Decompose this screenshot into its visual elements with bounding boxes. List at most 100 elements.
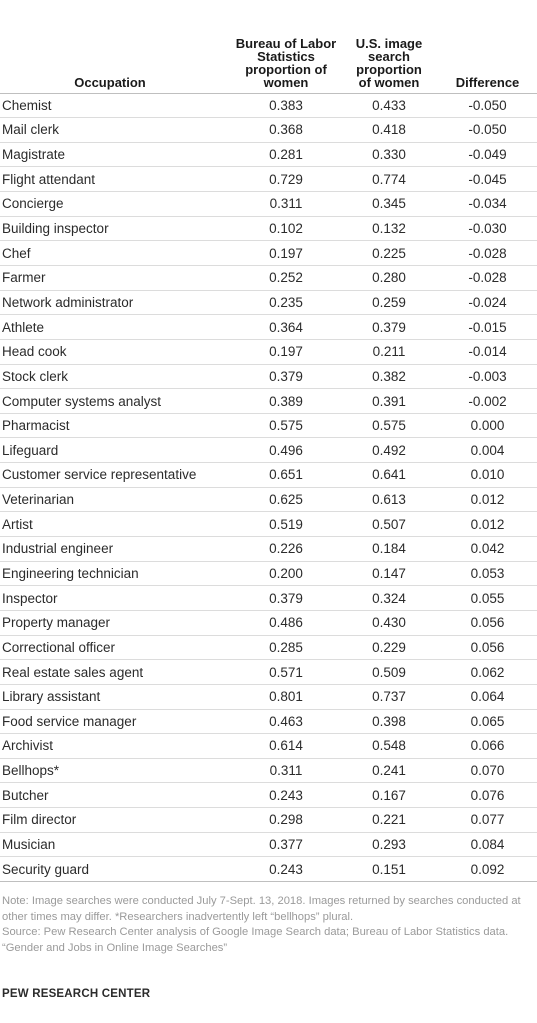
cell-image-value: 0.737	[340, 684, 438, 710]
cell-image-value: 0.324	[340, 585, 438, 611]
cell-image-value: 0.241	[340, 758, 438, 784]
cell-image-value: 0.548	[340, 733, 438, 759]
table-row: Correctional officer 0.285 0.229 0.056	[0, 635, 537, 661]
cell-bls-value: 0.575	[232, 413, 340, 439]
note-text: Note: Image searches were conducted July…	[2, 895, 521, 923]
cell-difference: 0.062	[438, 659, 537, 685]
header-image-line: U.S. image	[355, 35, 423, 51]
cell-image-value: 0.225	[340, 240, 438, 266]
cell-occupation: Computer systems analyst	[0, 388, 232, 414]
cell-difference: -0.014	[438, 339, 537, 365]
cell-difference: 0.012	[438, 487, 537, 513]
cell-bls-value: 0.311	[232, 758, 340, 784]
cell-difference: -0.049	[438, 142, 537, 168]
cell-difference: 0.055	[438, 585, 537, 611]
cell-difference: -0.028	[438, 265, 537, 291]
cell-image-value: 0.229	[340, 635, 438, 661]
cell-occupation: Library assistant	[0, 684, 232, 710]
table-row: Industrial engineer 0.226 0.184 0.042	[0, 536, 537, 562]
cell-bls-value: 0.281	[232, 142, 340, 168]
source-text: Source: Pew Research Center analysis of …	[2, 926, 509, 939]
cell-difference: -0.028	[438, 240, 537, 266]
table-row: Flight attendant 0.729 0.774 -0.045	[0, 166, 537, 193]
cell-bls-value: 0.383	[232, 93, 340, 119]
cell-bls-value: 0.379	[232, 585, 340, 611]
cell-bls-value: 0.243	[232, 782, 340, 809]
cell-occupation: Athlete	[0, 314, 232, 340]
cell-occupation: Network administrator	[0, 290, 232, 316]
table-row: Computer systems analyst 0.389 0.391 -0.002	[0, 388, 537, 414]
cell-occupation: Chemist	[0, 93, 232, 119]
cell-image-value: 0.774	[340, 166, 438, 193]
table-row: Artist 0.519 0.507 0.012	[0, 511, 537, 538]
cell-image-value: 0.151	[340, 856, 438, 882]
cell-image-value: 0.147	[340, 561, 438, 587]
cell-occupation: Stock clerk	[0, 364, 232, 390]
cell-occupation: Real estate sales agent	[0, 659, 232, 685]
table-row: Network administrator 0.235 0.259 -0.024	[0, 290, 537, 316]
cell-bls-value: 0.200	[232, 561, 340, 587]
header-image-line: proportion	[356, 61, 422, 77]
cell-bls-value: 0.368	[232, 117, 340, 143]
cell-difference: 0.012	[438, 511, 537, 538]
cell-difference: 0.056	[438, 610, 537, 636]
cell-image-value: 0.492	[340, 437, 438, 464]
cell-bls-value: 0.235	[232, 290, 340, 316]
cell-occupation: Butcher	[0, 782, 232, 809]
header-image-line: search	[368, 48, 410, 64]
cell-difference: 0.077	[438, 807, 537, 833]
table-row: Pharmacist 0.575 0.575 0.000	[0, 413, 537, 439]
cell-image-value: 0.641	[340, 462, 438, 488]
table-header-row: Occupation Bureau of Labor Statistics pr…	[0, 0, 537, 94]
cell-difference: 0.042	[438, 536, 537, 562]
table-row: Lifeguard 0.496 0.492 0.004	[0, 437, 537, 464]
table-row: Bellhops* 0.311 0.241 0.070	[0, 758, 537, 784]
occupation-table: Occupation Bureau of Labor Statistics pr…	[0, 0, 537, 882]
cell-occupation: Industrial engineer	[0, 536, 232, 562]
table-row: Security guard 0.243 0.151 0.092	[0, 856, 537, 882]
cell-bls-value: 0.651	[232, 462, 340, 488]
cell-occupation: Archivist	[0, 733, 232, 759]
cell-image-value: 0.330	[340, 142, 438, 168]
table-row: Film director 0.298 0.221 0.077	[0, 807, 537, 833]
cell-bls-value: 0.102	[232, 216, 340, 242]
cell-image-value: 0.613	[340, 487, 438, 513]
header-bls-line: proportion of	[245, 61, 327, 77]
cell-image-value: 0.575	[340, 413, 438, 439]
header-bls-line: Bureau of Labor	[235, 35, 337, 51]
table-row: Mail clerk 0.368 0.418 -0.050	[0, 117, 537, 143]
header-occupation: Occupation	[0, 0, 232, 94]
cell-bls-value: 0.571	[232, 659, 340, 685]
cell-difference: 0.066	[438, 733, 537, 759]
cell-difference: 0.010	[438, 462, 537, 488]
cell-occupation: Inspector	[0, 585, 232, 611]
header-difference: Difference	[438, 0, 537, 94]
cell-difference: 0.092	[438, 856, 537, 882]
table-row: Head cook 0.197 0.211 -0.014	[0, 339, 537, 365]
cell-difference: -0.045	[438, 166, 537, 193]
cell-difference: -0.030	[438, 216, 537, 242]
cell-occupation: Customer service representative	[0, 462, 232, 488]
table-body: Chemist 0.383 0.433 -0.050 Mail clerk 0.368 0.…	[0, 93, 537, 882]
header-difference-label: Difference	[455, 74, 520, 90]
cell-occupation: Veterinarian	[0, 487, 232, 513]
cell-difference: -0.050	[438, 117, 537, 143]
cell-occupation: Head cook	[0, 339, 232, 365]
cell-difference: 0.076	[438, 782, 537, 809]
cell-image-value: 0.345	[340, 191, 438, 217]
table-row: Musician 0.377 0.293 0.084	[0, 832, 537, 858]
cell-difference: 0.065	[438, 709, 537, 735]
cell-bls-value: 0.252	[232, 265, 340, 291]
cell-image-value: 0.184	[340, 536, 438, 562]
cell-bls-value: 0.496	[232, 437, 340, 464]
cell-bls-value: 0.801	[232, 684, 340, 710]
table-row: Chemist 0.383 0.433 -0.050	[0, 93, 537, 119]
cell-image-value: 0.391	[340, 388, 438, 414]
cell-bls-value: 0.486	[232, 610, 340, 636]
cell-occupation: Mail clerk	[0, 117, 232, 143]
table-row: Food service manager 0.463 0.398 0.065	[0, 709, 537, 735]
table-row: Inspector 0.379 0.324 0.055	[0, 585, 537, 611]
table-row: Veterinarian 0.625 0.613 0.012	[0, 487, 537, 513]
cell-bls-value: 0.463	[232, 709, 340, 735]
cell-bls-value: 0.298	[232, 807, 340, 833]
